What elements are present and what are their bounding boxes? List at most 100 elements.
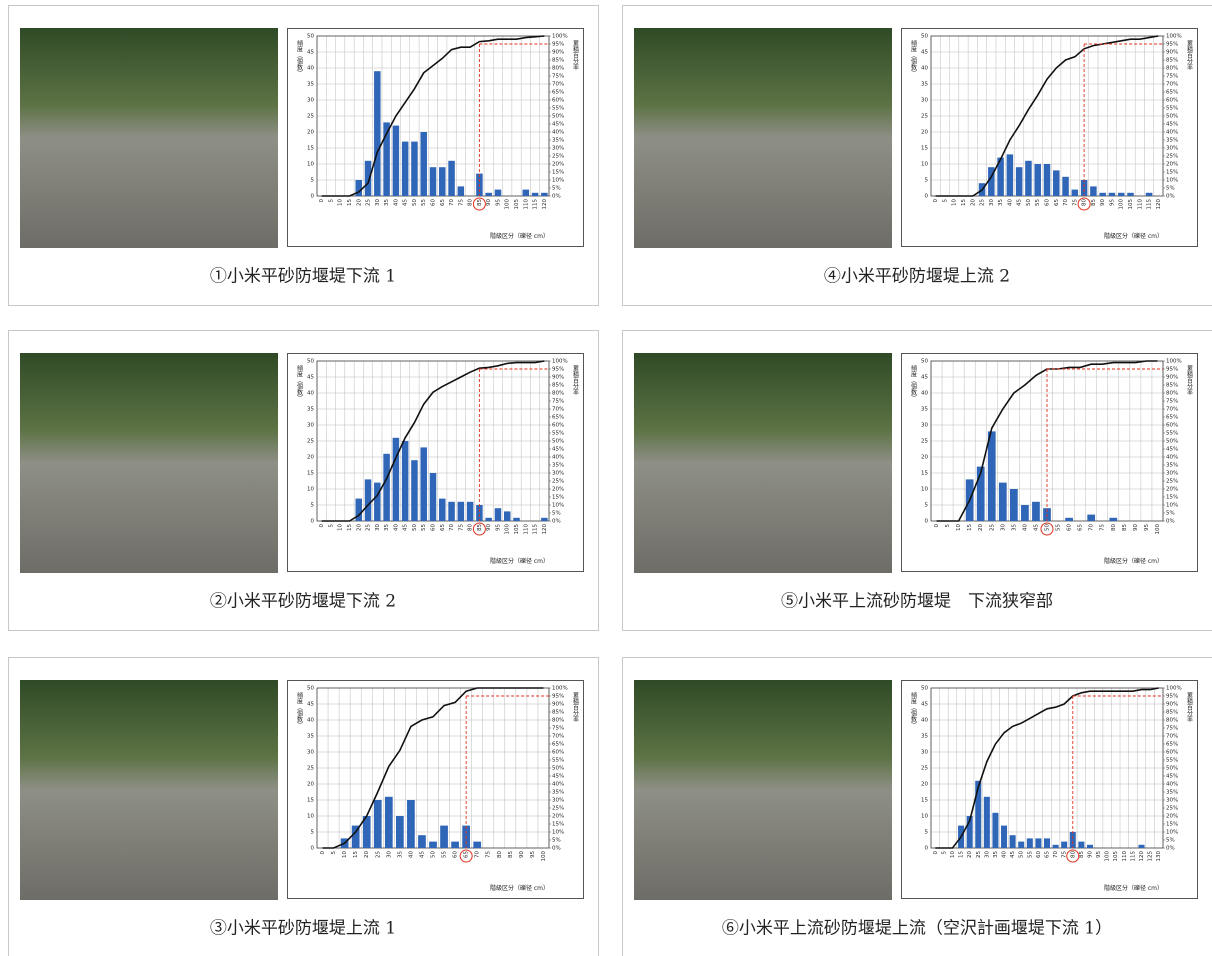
x-tick-label: 5 — [945, 524, 951, 528]
y-tick-label: 0 — [311, 846, 315, 852]
y2-tick-label: 75% — [1166, 399, 1178, 405]
y2-tick-label: 55% — [1166, 106, 1178, 112]
x-tick-label: 60 — [431, 199, 437, 206]
y2-tick-label: 60% — [1166, 423, 1178, 429]
bar — [1027, 838, 1033, 848]
x-tick-label: 90 — [486, 524, 492, 531]
y-axis-label: 頻度（個数） — [910, 39, 917, 76]
y-tick-label: 30 — [921, 98, 928, 104]
x-tick-label: 115 — [1147, 199, 1153, 210]
x-tick-label: 70 — [1089, 524, 1095, 531]
bar — [1062, 177, 1068, 196]
x-tick-label: 75 — [458, 524, 464, 531]
x-tick-label: 0 — [319, 199, 325, 203]
x-tick-label: 70 — [1063, 199, 1069, 206]
y2-tick-label: 30% — [552, 471, 564, 477]
y2-axis-label: 累積百分率 — [1186, 692, 1193, 723]
x-tick-label: 35 — [384, 199, 390, 206]
bar — [476, 505, 482, 521]
bar — [988, 431, 996, 521]
y2-tick-label: 75% — [1166, 726, 1178, 732]
x-tick-label: 15 — [967, 524, 973, 531]
y2-tick-label: 20% — [1166, 162, 1178, 168]
y2-tick-label: 65% — [1166, 90, 1178, 96]
x-tick-label: 50 — [412, 199, 418, 206]
y-tick-label: 50 — [921, 34, 928, 40]
x-tick-label: 5 — [328, 524, 334, 528]
bar — [1035, 838, 1041, 848]
x-tick-label: 20 — [967, 851, 973, 858]
x-tick-label: 70 — [1053, 851, 1059, 858]
y-tick-label: 10 — [307, 487, 314, 493]
y2-tick-label: 60% — [552, 423, 564, 429]
x-tick-label: 25 — [976, 851, 982, 858]
y2-tick-label: 5% — [552, 186, 561, 192]
x-tick-label: 80 — [1111, 524, 1117, 531]
bar — [1025, 161, 1031, 196]
bar — [393, 126, 399, 196]
x-tick-label: 90 — [1133, 524, 1139, 531]
y2-tick-label: 60% — [1166, 98, 1178, 104]
x-tick-label: 25 — [366, 199, 372, 206]
x-tick-label: 45 — [419, 851, 425, 858]
x-tick-label: 65 — [1054, 199, 1060, 206]
x-tick-label: 10 — [952, 199, 958, 206]
y-tick-label: 40 — [307, 66, 314, 72]
y2-tick-label: 60% — [1166, 750, 1178, 756]
y-axis-label: 頻度（個数） — [296, 691, 303, 728]
bar — [1099, 193, 1105, 196]
y2-tick-label: 10% — [1166, 503, 1178, 509]
y2-tick-label: 50% — [552, 766, 564, 772]
y-tick-label: 45 — [307, 50, 314, 56]
y-tick-label: 5 — [311, 178, 315, 184]
bar — [999, 483, 1007, 521]
y-tick-label: 10 — [921, 487, 928, 493]
y2-tick-label: 65% — [552, 415, 564, 421]
y-tick-label: 20 — [307, 130, 314, 136]
y2-tick-label: 10% — [1166, 830, 1178, 836]
y-tick-label: 25 — [921, 439, 928, 445]
x-tick-label: 65 — [440, 524, 446, 531]
x-tick-label: 75 — [458, 199, 464, 206]
x-tick-label: 35 — [384, 524, 390, 531]
photo — [634, 353, 892, 573]
y2-tick-label: 25% — [1166, 806, 1178, 812]
x-tick-label: 20 — [978, 524, 984, 531]
y2-tick-label: 100% — [1166, 34, 1182, 40]
x-tick-label: 5 — [941, 851, 947, 855]
bar — [1032, 502, 1040, 521]
bar — [411, 142, 417, 196]
y2-tick-label: 100% — [1166, 359, 1182, 365]
y2-tick-label: 45% — [1166, 447, 1178, 453]
x-tick-label: 30 — [989, 199, 995, 206]
x-tick-label: 20 — [356, 524, 362, 531]
bar — [485, 193, 491, 196]
y-tick-label: 25 — [307, 439, 314, 445]
x-tick-label: 130 — [1156, 851, 1162, 862]
x-tick-label: 50 — [431, 851, 437, 858]
x-axis-label: 階級区分（礫径 cm） — [490, 557, 549, 565]
bar — [1010, 835, 1016, 848]
caption: ②小米平砂防堰堤下流 2 — [210, 592, 396, 612]
y-tick-label: 5 — [925, 830, 929, 836]
y-tick-label: 15 — [307, 471, 314, 477]
x-tick-label: 0 — [320, 851, 326, 855]
x-tick-label: 15 — [961, 199, 967, 206]
x-tick-label: 65 — [1078, 524, 1084, 531]
y-tick-label: 10 — [307, 162, 314, 168]
y2-tick-label: 15% — [552, 822, 564, 828]
x-tick-label: 125 — [1148, 851, 1154, 862]
chart-frame — [288, 354, 584, 572]
x-tick-label: 45 — [1010, 851, 1016, 858]
bar — [1044, 164, 1050, 196]
y-tick-label: 50 — [307, 34, 314, 40]
x-tick-label: 70 — [475, 851, 481, 858]
x-tick-label: 95 — [495, 524, 501, 531]
panel: ③小米平砂防堰堤上流 1051015202530354045500%5%10%1… — [9, 658, 599, 956]
y-tick-label: 45 — [307, 702, 314, 708]
bar — [418, 835, 426, 848]
y2-tick-label: 70% — [1166, 82, 1178, 88]
x-tick-label: 25 — [980, 199, 986, 206]
bar — [439, 167, 445, 196]
caption: ⑥小米平上流砂防堰堤上流（空沢計画堰堤下流 1） — [722, 919, 1112, 939]
